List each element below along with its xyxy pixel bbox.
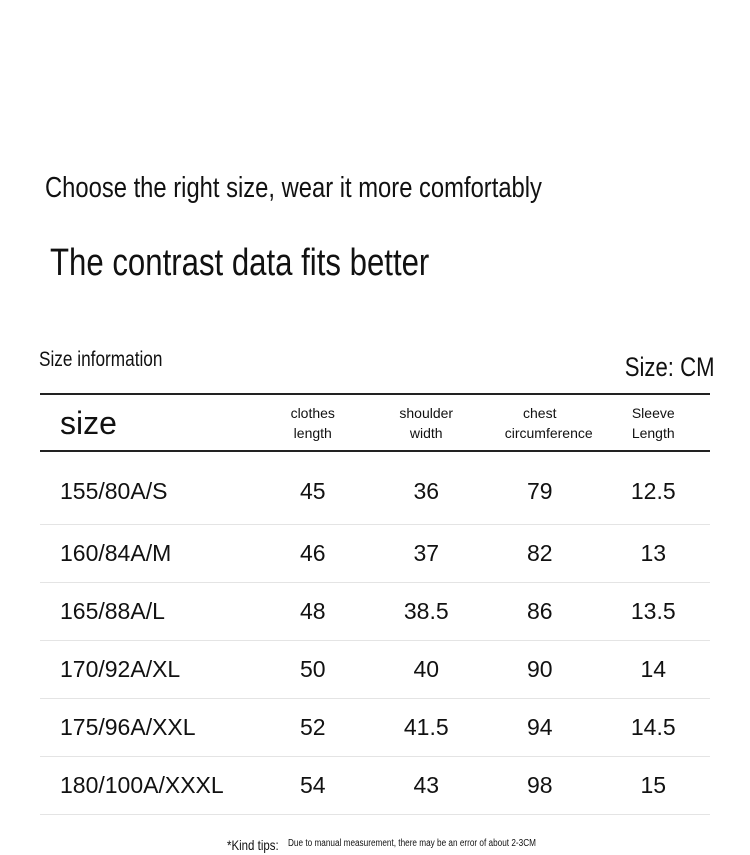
- measure-cell: 40: [369, 640, 483, 699]
- column-header: size: [40, 393, 256, 452]
- section-label: Size information: [39, 348, 163, 371]
- size-table: size clothes length shoulder width chest ci…: [40, 393, 710, 815]
- size-cell: 155/80A/S: [40, 451, 256, 525]
- column-header: chest circumference: [504, 404, 593, 441]
- measure-cell: 86: [483, 582, 597, 641]
- measure-cell: 48: [256, 582, 370, 641]
- subtitle: The contrast data fits better: [50, 242, 430, 284]
- measure-cell: 45: [256, 451, 370, 525]
- tip-note: Due to manual measurement, there may be …: [288, 838, 536, 849]
- measure-cell: 36: [369, 451, 483, 525]
- measure-cell: 79: [483, 451, 597, 525]
- column-header-cell: Sleeve Length: [596, 393, 710, 452]
- measure-cell: 50: [256, 640, 370, 699]
- measure-cell: 14.5: [596, 698, 710, 757]
- title: Choose the right size, wear it more comf…: [45, 172, 542, 204]
- size-cell: 165/88A/L: [40, 582, 256, 641]
- measure-cell: 14: [596, 640, 710, 699]
- measure-cell: 82: [483, 524, 597, 583]
- column-header: shoulder width: [399, 404, 454, 441]
- size-cell: 170/92A/XL: [40, 640, 256, 699]
- tip-label: *Kind tips:: [227, 837, 279, 853]
- measure-cell: 90: [483, 640, 597, 699]
- size-cell: 175/96A/XXL: [40, 698, 256, 757]
- table-row: 160/84A/M 46 37 82 13: [40, 524, 710, 583]
- measure-cell: 12.5: [596, 451, 710, 525]
- column-header: Sleeve Length: [631, 404, 675, 441]
- table-row: 155/80A/S 45 36 79 12.5: [40, 451, 710, 525]
- measure-cell: 43: [369, 756, 483, 815]
- size-cell: 180/100A/XXXL: [40, 756, 256, 815]
- column-header-cell: shoulder width: [369, 393, 483, 452]
- table-row: 165/88A/L 48 38.5 86 13.5: [40, 582, 710, 641]
- measure-cell: 13: [596, 524, 710, 583]
- measure-cell: 37: [369, 524, 483, 583]
- header-row: size clothes length shoulder width chest ci…: [40, 393, 710, 452]
- measure-cell: 38.5: [369, 582, 483, 641]
- measure-cell: 46: [256, 524, 370, 583]
- table-body: 155/80A/S 45 36 79 12.5 160/84A/M 46 37 82 13 165/…: [40, 451, 710, 815]
- measure-cell: 13.5: [596, 582, 710, 641]
- column-header-cell: clothes length: [256, 393, 370, 452]
- measure-cell: 15: [596, 756, 710, 815]
- measure-cell: 54: [256, 756, 370, 815]
- measure-cell: 41.5: [369, 698, 483, 757]
- measure-cell: 52: [256, 698, 370, 757]
- measure-cell: 94: [483, 698, 597, 757]
- table-row: 170/92A/XL 50 40 90 14: [40, 640, 710, 699]
- unit-label: Size: CM: [625, 352, 715, 382]
- measure-cell: 98: [483, 756, 597, 815]
- column-header: clothes length: [290, 404, 335, 441]
- table-row: 180/100A/XXXL 54 43 98 15: [40, 756, 710, 815]
- size-cell: 160/84A/M: [40, 524, 256, 583]
- column-header-cell: chest circumference: [483, 393, 597, 452]
- table-row: 175/96A/XXL 52 41.5 94 14.5: [40, 698, 710, 757]
